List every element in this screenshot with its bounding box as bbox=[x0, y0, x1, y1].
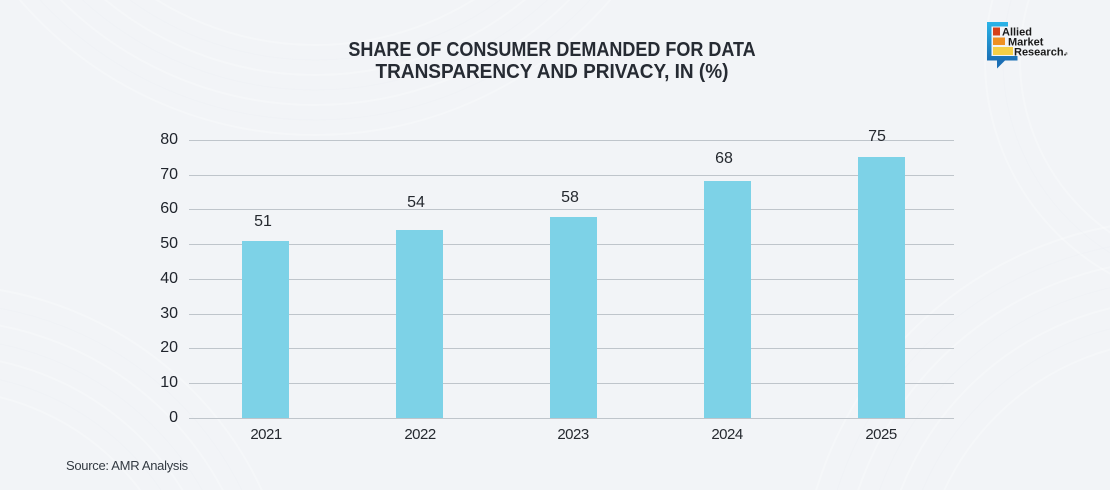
svg-text:Allied: Allied bbox=[1002, 27, 1032, 39]
svg-text:®: ® bbox=[1065, 51, 1068, 56]
svg-text:Market: Market bbox=[1008, 37, 1044, 49]
svg-text:Research.: Research. bbox=[1014, 47, 1067, 59]
